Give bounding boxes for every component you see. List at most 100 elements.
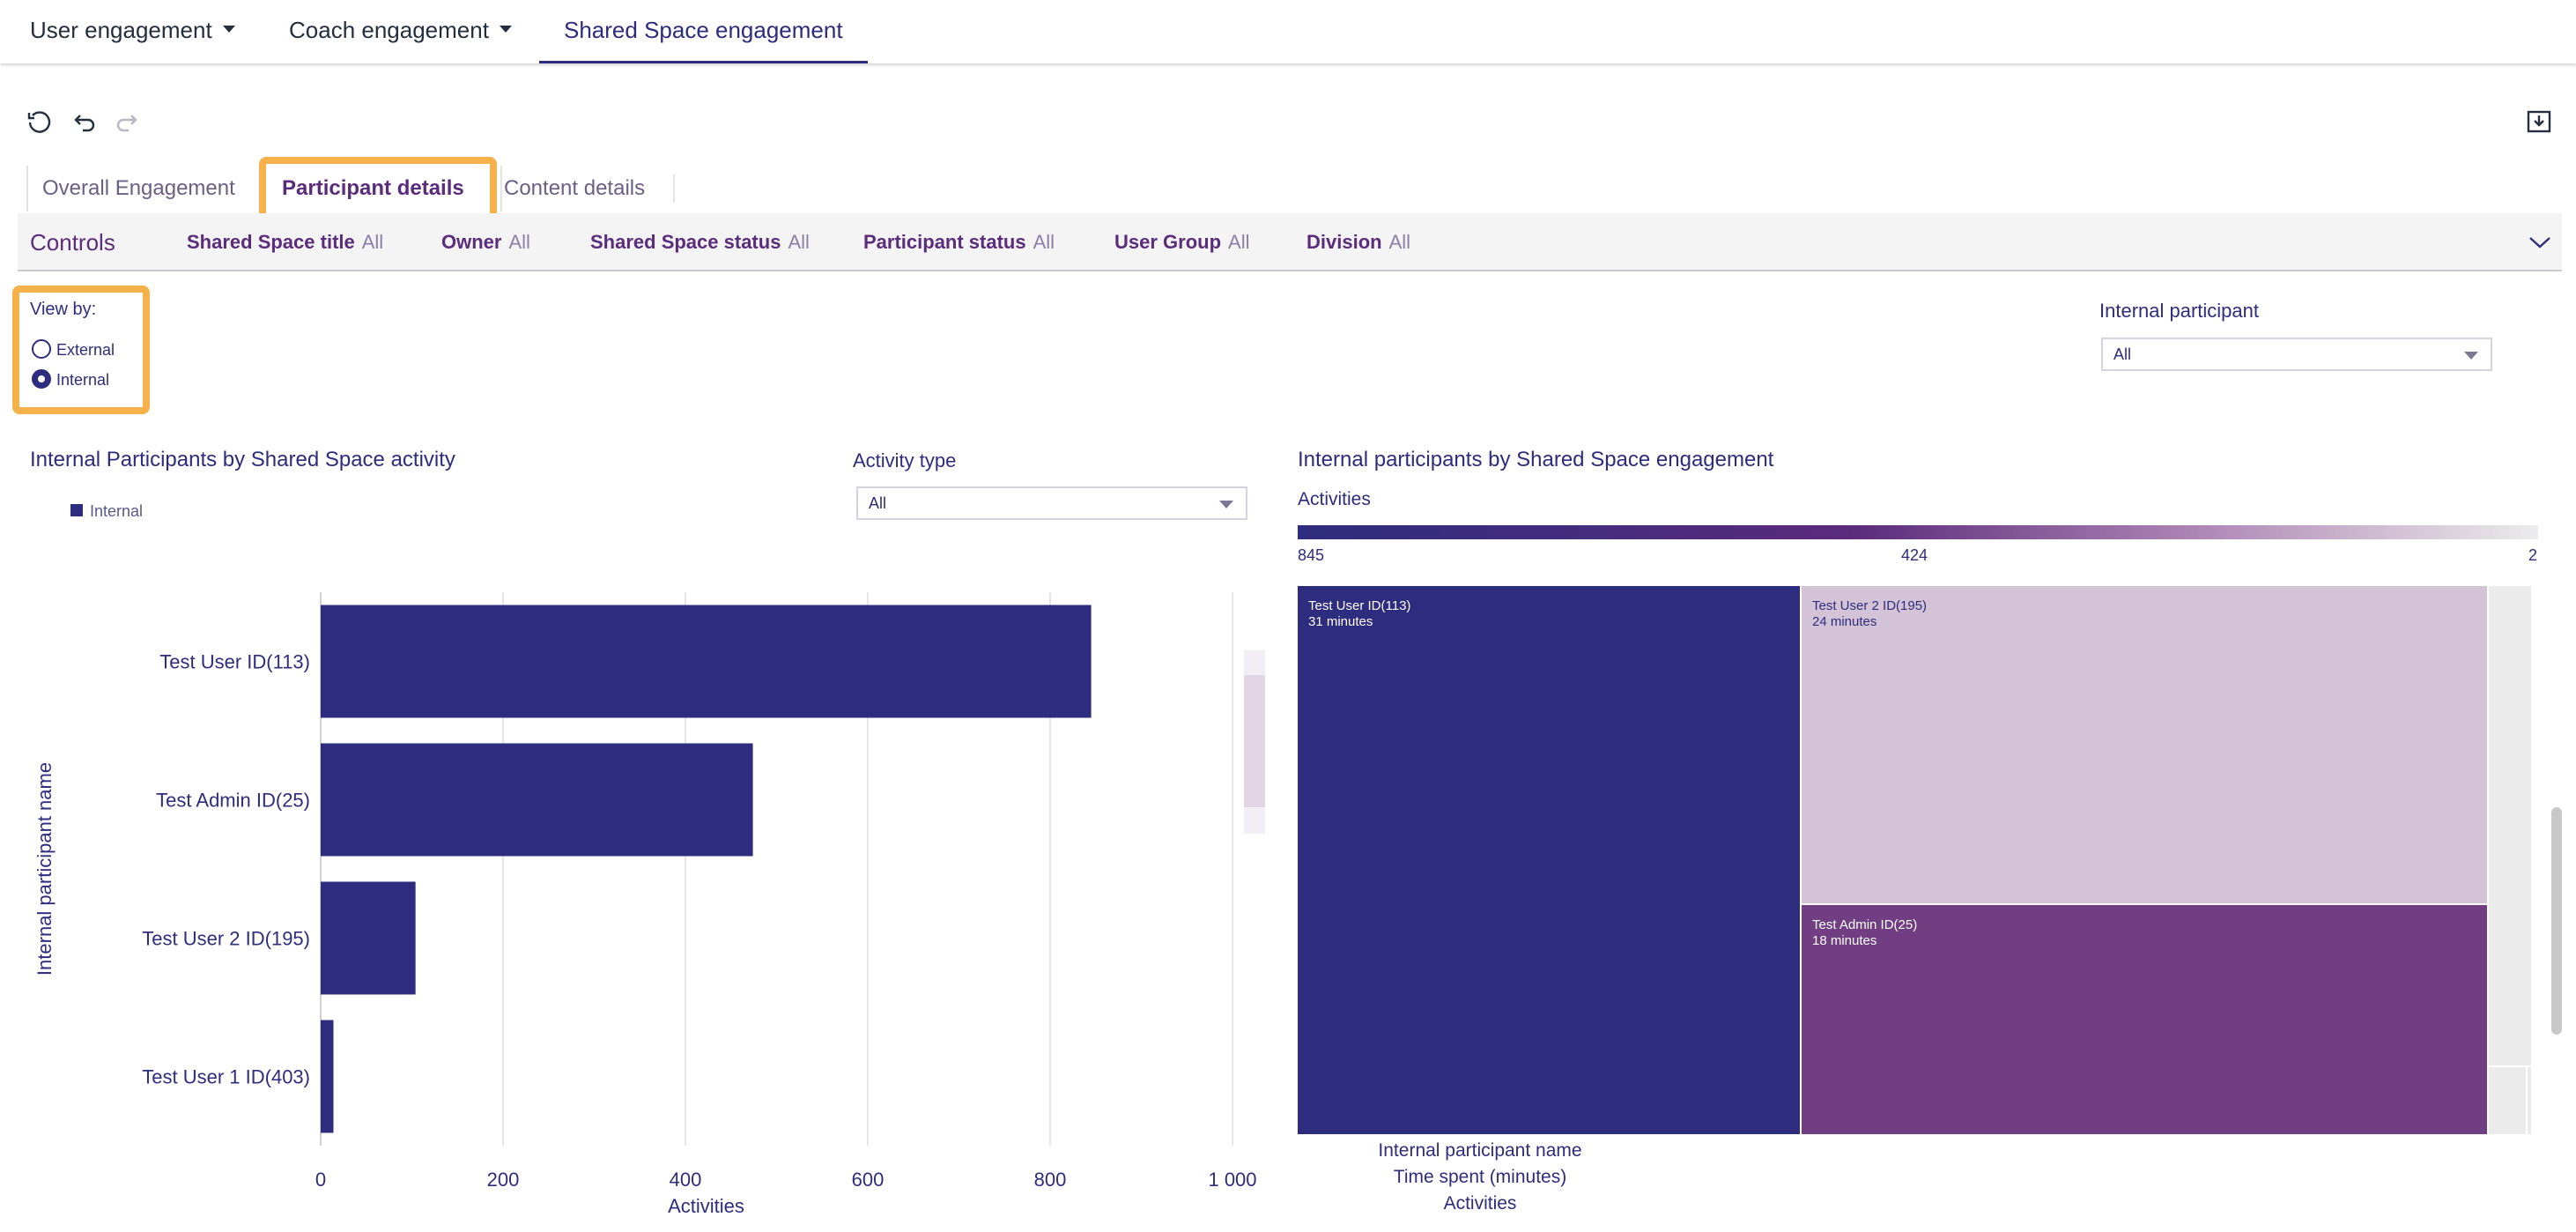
control-owner[interactable]: Owner All [441,213,530,271]
color-scale-mid: 424 [1901,546,1928,564]
sheet-tab-label: Participant details [282,176,464,200]
tab-divider [673,174,675,203]
control-label: Division [1307,231,1382,253]
y-tick-label: Test Admin ID(25) [156,790,310,812]
treemap-axis-label: Internal participant name [1378,1140,1582,1161]
x-tick-label: 0 [315,1169,326,1191]
radio-external[interactable]: External [32,338,115,361]
internal-participant-label: Internal participant [2099,300,2259,322]
radio-label: Internal [56,371,110,389]
controls-title: Controls [30,229,115,256]
treemap-visual-title: Internal participants by Shared Space en… [1298,448,1774,471]
tab-coach-engagement[interactable]: Coach engagement [289,0,512,63]
y-tick-label: Test User ID(113) [159,651,310,673]
caret-down-icon [499,26,512,33]
color-scale-title: Activities [1298,489,1371,509]
control-shared-space-title[interactable]: Shared Space title All [187,213,383,271]
x-tick-label: 200 [487,1169,520,1191]
control-shared-space-status[interactable]: Shared Space status All [590,213,810,271]
x-tick-label: 800 [1034,1169,1067,1191]
x-tick-label: 600 [852,1169,885,1191]
sheet-tab-label: Content details [504,176,646,200]
legend-item: Internal [70,502,143,521]
bar[interactable] [321,743,753,857]
control-value: All [1033,231,1055,253]
sheet-tab-overall-engagement[interactable]: Overall Engagement [26,166,235,212]
redo-icon[interactable] [115,108,143,136]
legend-label: Internal [90,502,144,520]
treemap-cell[interactable] [2488,585,2532,1066]
treemap-cell-name: Test User ID(113) [1308,598,1411,613]
bar[interactable] [321,1020,334,1133]
color-scale-min: 2 [2528,546,2538,564]
internal-participant-dropdown[interactable]: All [2101,338,2492,371]
control-value: All [1388,231,1411,253]
tab-user-engagement[interactable]: User engagement [30,0,235,63]
treemap-cell-time: 31 minutes [1308,614,1373,629]
y-tick-label: Test User 2 ID(195) [142,928,310,950]
dropdown-value: All [2113,345,2132,363]
treemap-axis-label: Activities [1443,1193,1517,1213]
top-navigation: User engagement Coach engagement Shared … [0,0,2576,63]
bar[interactable] [321,881,416,995]
chevron-down-icon[interactable] [2527,229,2553,256]
tab-label: Coach engagement [289,17,489,43]
treemap-cell[interactable]: Test User ID(113) 31 minutes [1297,585,1801,1135]
page-scrollbar-thumb[interactable] [2551,807,2562,1035]
download-icon[interactable] [2525,108,2553,136]
control-value: All [788,231,810,253]
control-user-group[interactable]: User Group All [1114,213,1249,271]
control-value: All [508,231,530,253]
controls-bar[interactable]: Controls Shared Space title All Owner All … [18,213,2562,271]
control-participant-status[interactable]: Participant status All [863,213,1055,271]
dropdown-arrow-icon [2464,352,2478,360]
control-label: User Group [1114,231,1222,253]
x-tick-label: 400 [670,1169,702,1191]
highlight-box [12,286,150,414]
radio-checked-icon [32,369,51,390]
bar-visual-title: Internal Participants by Shared Space ac… [30,448,455,471]
y-tick-label: Test User 1 ID(403) [142,1066,310,1088]
view-by-control: View by: External Internal [14,287,146,411]
treemap-cell-time: 18 minutes [1812,933,1877,948]
x-axis-title: Activities [668,1195,744,1217]
dropdown-value: All [869,494,887,512]
radio-internal[interactable]: Internal [32,368,109,391]
treemap-cell[interactable] [2527,1066,2532,1135]
dropdown-arrow-icon [1219,501,1233,508]
treemap-cell[interactable] [2488,1066,2527,1135]
treemap-cell-name: Test Admin ID(25) [1812,917,1918,932]
view-by-title: View by: [30,300,97,319]
radio-label: External [56,341,115,359]
treemap-cell[interactable]: Test Admin ID(25) 18 minutes [1801,904,2488,1135]
tab-shared-space-engagement[interactable]: Shared Space engagement [539,0,868,63]
bar-chart: 0 200 400 600 800 1 000 Test User ID(113) Test … [33,592,1257,1217]
radio-unchecked-icon [32,339,51,360]
control-division[interactable]: Division All [1307,213,1410,271]
y-axis-title: Internal participant name [33,762,56,976]
caret-down-icon [222,26,235,33]
chart-scrollbar-thumb[interactable] [1244,675,1265,807]
reset-icon[interactable] [25,108,53,136]
legend-swatch [70,504,83,517]
control-value: All [1228,231,1250,253]
color-scale-max: 845 [1298,546,1325,564]
treemap-cell[interactable]: Test User 2 ID(195) 24 minutes [1801,585,2488,904]
color-scale-bar [1298,525,2538,539]
treemap-axis-label: Time spent (minutes) [1393,1167,1567,1187]
tab-label: User engagement [30,17,212,43]
activity-type-label: Activity type [853,449,957,471]
treemap-cell-name: Test User 2 ID(195) [1812,598,1928,613]
sheet-tab-content-details[interactable]: Content details [500,166,645,212]
control-label: Shared Space title [187,231,355,253]
undo-icon[interactable] [69,108,97,136]
sheet-tab-label: Overall Engagement [42,176,235,200]
control-label: Participant status [863,231,1026,253]
control-label: Owner [441,231,502,253]
tab-label: Shared Space engagement [564,17,843,43]
activity-type-dropdown[interactable]: All [856,486,1247,520]
treemap-cell-time: 24 minutes [1812,614,1877,629]
bar[interactable] [321,605,1092,718]
sheet-tab-participant-details[interactable]: Participant details [282,166,464,212]
control-value: All [361,231,384,253]
